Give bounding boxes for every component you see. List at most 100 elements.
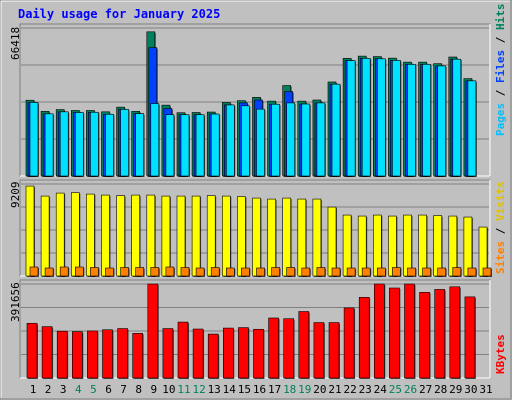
bar-visits-day-12 <box>191 195 201 277</box>
bar-pages-day-26 <box>407 64 416 177</box>
bar-visits-day-24 <box>372 214 382 277</box>
bar-kbytes-day-4 <box>72 331 83 379</box>
bar-pages-day-5 <box>90 111 99 177</box>
chart-title: Daily usage for January 2025 <box>18 7 220 21</box>
bar-sites-day-26 <box>407 267 416 277</box>
bar-visits-day-27 <box>418 214 427 277</box>
bar-pages-day-21 <box>331 83 341 177</box>
bar-visits-day-2 <box>40 195 50 277</box>
x-tick-day-24: 24 <box>374 383 388 396</box>
bar-sites-day-7 <box>120 267 129 277</box>
bar-pages-day-1 <box>29 102 39 177</box>
bar-kbytes-day-5 <box>87 330 98 379</box>
bar-pages-day-6 <box>105 113 114 177</box>
visits-ymax-label: 9209 <box>9 182 22 209</box>
bar-visits-day-11 <box>176 195 186 277</box>
bar-kbytes-day-1 <box>26 322 38 379</box>
panel-hits <box>19 23 491 178</box>
bar-sites-day-30 <box>467 267 477 277</box>
bar-kbytes-day-12 <box>192 328 204 379</box>
bar-pages-day-2 <box>44 113 54 177</box>
legend-item-kbytes: KBytes <box>494 334 507 374</box>
legend-text: Sites / Visits <box>494 181 507 274</box>
bar-pages-day-8 <box>135 113 144 177</box>
kbytes-bars <box>26 283 476 379</box>
x-tick-day-19: 19 <box>298 383 311 396</box>
bar-sites-day-6 <box>105 267 114 277</box>
bar-visits-day-28 <box>433 215 443 277</box>
bar-pages-day-10 <box>165 114 175 177</box>
bar-sites-day-5 <box>90 267 99 277</box>
bar-pages-day-16 <box>256 108 265 177</box>
bar-sites-day-3 <box>59 266 69 277</box>
bar-kbytes-day-20 <box>313 322 325 379</box>
bar-sites-day-15 <box>241 267 250 277</box>
bar-visits-day-4 <box>71 192 80 277</box>
bar-visits-day-8 <box>131 194 140 277</box>
bar-sites-day-29 <box>452 267 462 277</box>
bar-sites-day-18 <box>286 267 296 277</box>
bar-visits-day-23 <box>357 215 367 277</box>
bar-visits-day-18 <box>282 197 292 277</box>
x-tick-day-18: 18 <box>283 383 296 396</box>
legend-sites-visits: Sites / Visits <box>494 181 507 274</box>
bar-kbytes-day-26 <box>404 283 415 379</box>
x-tick-day-25: 25 <box>389 383 402 396</box>
x-tick-day-26: 26 <box>404 383 417 396</box>
legend-item-sites: Sites <box>494 241 507 274</box>
bar-pages-day-30 <box>467 80 477 177</box>
bar-pages-day-28 <box>437 65 447 177</box>
bar-visits-day-7 <box>116 195 125 277</box>
bar-pages-day-17 <box>271 103 280 177</box>
bar-visits-day-26 <box>403 214 412 277</box>
bar-visits-day-19 <box>297 198 307 277</box>
bar-visits-day-30 <box>463 216 473 277</box>
bar-kbytes-day-3 <box>56 330 68 379</box>
legend-separator: / <box>494 30 507 50</box>
x-tick-day-20: 20 <box>313 383 326 396</box>
bar-sites-day-4 <box>75 266 84 277</box>
bar-visits-day-22 <box>342 214 352 277</box>
bar-kbytes-day-9 <box>147 283 159 379</box>
panel-visits <box>19 179 492 277</box>
bar-kbytes-day-24 <box>373 283 385 379</box>
bar-sites-day-8 <box>135 267 144 277</box>
panel-kbytes <box>19 279 491 379</box>
bar-kbytes-day-19 <box>298 311 310 379</box>
bar-visits-day-3 <box>55 192 65 277</box>
x-tick-day-30: 30 <box>464 383 477 396</box>
bar-sites-day-23 <box>361 267 371 277</box>
x-tick-day-29: 29 <box>449 383 462 396</box>
bar-pages-day-12 <box>195 114 205 177</box>
x-tick-day-27: 27 <box>419 383 432 396</box>
bar-kbytes-day-7 <box>117 328 128 379</box>
bar-pages-day-18 <box>286 102 296 177</box>
bar-kbytes-day-30 <box>464 296 476 379</box>
x-tick-day-5: 5 <box>90 383 97 396</box>
bar-visits-day-25 <box>388 215 397 277</box>
bar-kbytes-day-16 <box>253 328 264 379</box>
x-tick-day-13: 13 <box>208 383 221 396</box>
bar-sites-day-2 <box>44 267 54 277</box>
bar-pages-day-27 <box>422 64 431 177</box>
bar-pages-day-20 <box>316 102 326 177</box>
bar-sites-day-17 <box>271 267 280 277</box>
bar-kbytes-day-27 <box>419 292 430 379</box>
legend-item-files: Files <box>494 50 507 83</box>
x-tick-day-23: 23 <box>359 383 372 396</box>
bar-pages-day-19 <box>301 103 311 177</box>
legend-text: Pages / Files / Hits <box>494 4 507 137</box>
bar-kbytes-day-15 <box>238 327 249 379</box>
bar-visits-day-9 <box>146 194 156 277</box>
bar-pages-day-22 <box>346 60 356 177</box>
bar-sites-day-19 <box>301 267 311 277</box>
bar-visits-day-29 <box>448 215 458 277</box>
bar-sites-day-12 <box>195 267 205 277</box>
bar-kbytes-day-6 <box>102 329 113 379</box>
x-tick-day-6: 6 <box>105 383 112 396</box>
legend-text: KBytes <box>494 334 507 374</box>
legend-separator: / <box>494 83 507 103</box>
bar-kbytes-day-10 <box>162 328 174 379</box>
legend-item-visits: Visits <box>494 181 507 221</box>
